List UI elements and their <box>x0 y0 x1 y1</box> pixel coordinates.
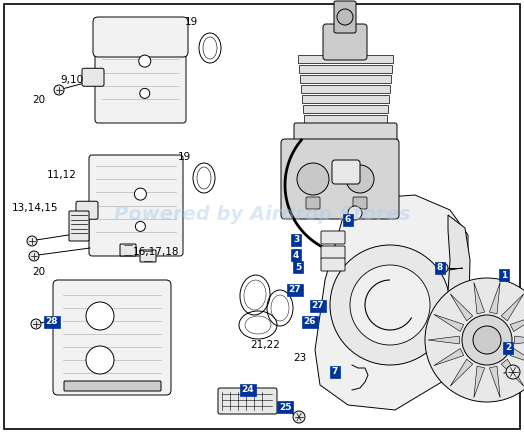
Text: 3: 3 <box>293 236 299 245</box>
Circle shape <box>438 263 448 273</box>
Polygon shape <box>428 336 459 344</box>
FancyBboxPatch shape <box>69 211 89 241</box>
FancyBboxPatch shape <box>302 95 389 103</box>
Polygon shape <box>474 366 485 397</box>
FancyBboxPatch shape <box>299 65 392 73</box>
Polygon shape <box>501 359 524 386</box>
Text: 26: 26 <box>304 317 316 326</box>
FancyBboxPatch shape <box>89 155 183 256</box>
Text: 16,17,18: 16,17,18 <box>133 247 180 257</box>
Circle shape <box>139 55 151 67</box>
Circle shape <box>86 346 114 374</box>
Text: Powered by Airdrop Stores: Powered by Airdrop Stores <box>114 206 410 224</box>
Polygon shape <box>434 349 464 365</box>
Polygon shape <box>474 282 485 314</box>
Text: 19: 19 <box>185 17 198 27</box>
Circle shape <box>134 188 146 200</box>
Text: 19: 19 <box>178 152 191 162</box>
FancyBboxPatch shape <box>321 258 345 271</box>
FancyBboxPatch shape <box>353 197 367 209</box>
FancyBboxPatch shape <box>76 201 98 219</box>
FancyBboxPatch shape <box>321 231 345 244</box>
Circle shape <box>473 326 501 354</box>
Circle shape <box>337 9 353 25</box>
Text: 2: 2 <box>505 343 511 352</box>
FancyBboxPatch shape <box>95 22 186 123</box>
Text: 23: 23 <box>293 353 306 363</box>
Circle shape <box>135 221 145 231</box>
Ellipse shape <box>271 295 289 321</box>
FancyBboxPatch shape <box>300 75 391 83</box>
FancyBboxPatch shape <box>321 246 345 259</box>
Circle shape <box>31 319 41 329</box>
Circle shape <box>330 245 450 365</box>
Circle shape <box>140 88 150 98</box>
FancyBboxPatch shape <box>304 115 387 123</box>
Text: 28: 28 <box>46 317 58 326</box>
Ellipse shape <box>245 316 271 334</box>
Text: 27: 27 <box>312 301 324 310</box>
Circle shape <box>425 278 524 402</box>
Circle shape <box>27 236 37 246</box>
Polygon shape <box>501 294 524 321</box>
Text: 1: 1 <box>501 271 507 279</box>
FancyBboxPatch shape <box>82 68 104 86</box>
Text: 5: 5 <box>295 262 301 271</box>
FancyBboxPatch shape <box>218 388 277 414</box>
Text: 11,12: 11,12 <box>47 170 77 180</box>
Text: 25: 25 <box>279 403 291 411</box>
Ellipse shape <box>203 37 217 59</box>
Circle shape <box>54 85 64 95</box>
Circle shape <box>29 251 39 261</box>
Polygon shape <box>510 349 524 365</box>
Ellipse shape <box>244 280 266 310</box>
Polygon shape <box>515 336 524 344</box>
FancyBboxPatch shape <box>294 123 397 152</box>
Circle shape <box>350 265 430 345</box>
FancyBboxPatch shape <box>53 280 171 395</box>
Circle shape <box>346 165 374 193</box>
Text: 20: 20 <box>32 267 45 277</box>
FancyBboxPatch shape <box>334 1 356 33</box>
Text: 13,14,15: 13,14,15 <box>12 203 59 213</box>
Polygon shape <box>450 359 473 386</box>
FancyBboxPatch shape <box>298 55 393 63</box>
Polygon shape <box>510 314 524 332</box>
Text: 4: 4 <box>293 251 299 259</box>
Polygon shape <box>434 314 464 332</box>
Text: 7: 7 <box>332 368 338 377</box>
Polygon shape <box>450 294 473 321</box>
FancyBboxPatch shape <box>323 24 367 60</box>
Circle shape <box>86 302 114 330</box>
Polygon shape <box>315 195 468 410</box>
Text: 20: 20 <box>32 95 45 105</box>
Text: 6: 6 <box>345 216 351 224</box>
Text: 8: 8 <box>437 264 443 272</box>
Text: 27: 27 <box>289 285 301 294</box>
Text: 9,10: 9,10 <box>60 75 83 85</box>
FancyBboxPatch shape <box>306 197 320 209</box>
Circle shape <box>462 315 512 365</box>
FancyBboxPatch shape <box>281 139 399 219</box>
Polygon shape <box>489 282 500 314</box>
FancyBboxPatch shape <box>140 250 156 262</box>
FancyBboxPatch shape <box>301 85 390 93</box>
FancyBboxPatch shape <box>120 244 136 256</box>
FancyBboxPatch shape <box>303 105 388 113</box>
Circle shape <box>348 206 362 220</box>
Circle shape <box>293 411 305 423</box>
FancyBboxPatch shape <box>332 160 360 184</box>
Ellipse shape <box>197 167 211 189</box>
Text: 24: 24 <box>242 385 254 394</box>
Circle shape <box>297 163 329 195</box>
FancyBboxPatch shape <box>93 17 188 57</box>
FancyBboxPatch shape <box>64 381 161 391</box>
Polygon shape <box>445 215 470 365</box>
Circle shape <box>506 365 520 379</box>
Polygon shape <box>489 366 500 397</box>
Text: 21,22: 21,22 <box>250 340 280 350</box>
